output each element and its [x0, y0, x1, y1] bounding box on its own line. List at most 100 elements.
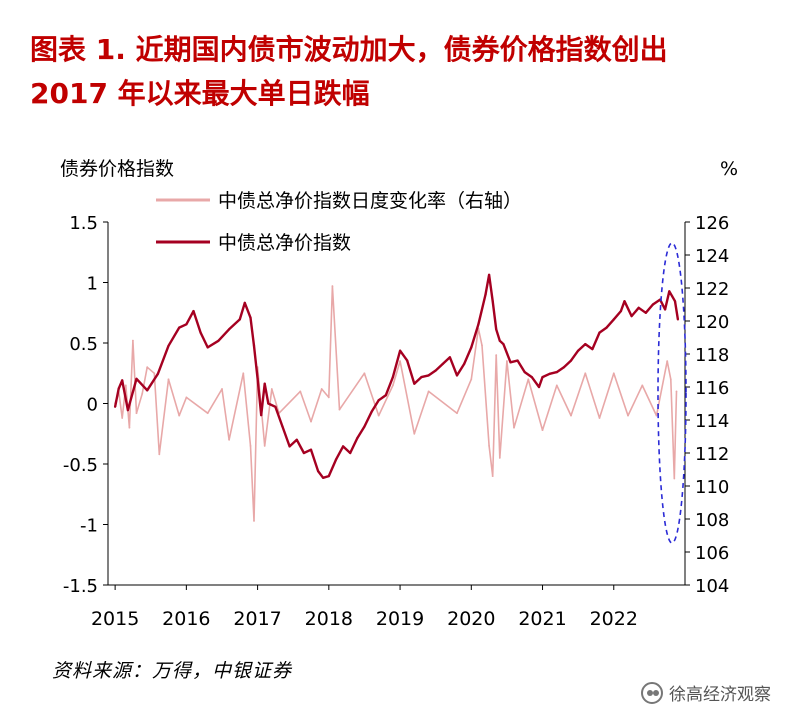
index-point — [644, 311, 647, 314]
right-tick-label: 116 — [695, 378, 729, 399]
right-axis-title: % — [720, 158, 738, 180]
index-point — [249, 316, 252, 319]
index-point — [156, 372, 159, 375]
daily-change-point — [641, 384, 644, 387]
daily-change-point — [377, 414, 380, 417]
index-point — [484, 293, 487, 296]
index-point — [228, 328, 231, 331]
index-point — [309, 448, 313, 451]
daily-change-point — [598, 417, 601, 419]
x-tick-label: 2019 — [376, 608, 424, 630]
index-point — [630, 315, 633, 318]
index-point — [491, 300, 494, 303]
index-point — [327, 475, 330, 478]
index-point — [612, 318, 615, 321]
index-point — [256, 377, 259, 380]
right-tick-label: 124 — [695, 246, 729, 267]
index-point — [406, 359, 409, 362]
index-point — [562, 366, 566, 369]
daily-change-point — [541, 429, 544, 431]
index-point — [651, 303, 655, 306]
index-point — [302, 451, 305, 455]
right-tick-label: 106 — [695, 543, 729, 564]
daily-change-point — [413, 432, 416, 435]
index-point — [664, 308, 667, 311]
index-point — [441, 362, 444, 365]
index-point — [146, 389, 149, 392]
index-point — [274, 405, 277, 408]
index-point — [384, 394, 387, 397]
index-point — [342, 445, 345, 448]
right-tick-label: 120 — [695, 312, 729, 333]
index-point — [637, 306, 640, 309]
left-tick-label: -1.5 — [63, 576, 98, 597]
index-point — [167, 344, 170, 347]
index-point — [185, 323, 188, 326]
daily-change-point — [498, 457, 501, 459]
index-point — [598, 331, 601, 334]
daily-change-point — [270, 388, 273, 390]
index-point — [676, 318, 680, 321]
daily-change-point — [399, 360, 401, 362]
daily-change-point — [338, 408, 341, 411]
index-point — [399, 349, 402, 352]
index-point — [178, 326, 181, 329]
daily-change-point — [331, 285, 334, 287]
x-tick-label: 2017 — [233, 608, 281, 630]
daily-change-point — [263, 445, 266, 447]
right-tick-label: 114 — [695, 411, 729, 432]
left-tick-label: -0.5 — [63, 455, 98, 476]
chart-title-line-2: 2017 年以来最大单日跌幅 — [30, 77, 370, 110]
daily-change-point — [221, 388, 223, 390]
daily-change-point — [124, 384, 127, 387]
left-tick-label: 1 — [87, 274, 98, 295]
daily-change-point — [456, 412, 458, 415]
index-point — [420, 376, 423, 379]
index-point — [322, 476, 325, 479]
index-point — [252, 344, 256, 347]
daily-change-point — [299, 390, 302, 393]
daily-change-point — [141, 392, 144, 395]
daily-change-point — [527, 378, 530, 381]
index-point — [217, 339, 220, 342]
right-tick-label: 104 — [695, 576, 729, 597]
index-point — [370, 410, 373, 413]
index-point — [427, 374, 430, 377]
chart-title: 图表 1. 近期国内债市波动加大，债券价格指数创出 2017 年以来最大单日跌幅 — [30, 28, 770, 116]
daily-change-point — [655, 414, 658, 417]
left-tick-label: 1.5 — [69, 213, 98, 234]
index-point — [671, 295, 674, 298]
index-point — [448, 356, 451, 359]
daily-change-point — [392, 384, 394, 387]
daily-change-point — [491, 475, 494, 477]
index-point — [498, 339, 501, 342]
index-point — [121, 379, 124, 382]
daily-change-point — [495, 354, 498, 356]
index-point — [488, 273, 491, 276]
daily-change-point — [249, 445, 252, 447]
index-point — [267, 402, 270, 405]
x-tick-label: 2018 — [305, 608, 353, 630]
daily-change-point — [488, 445, 490, 447]
daily-change-point — [363, 372, 366, 375]
daily-change-point — [627, 414, 629, 417]
daily-change-point — [666, 360, 669, 362]
index-point — [584, 343, 587, 346]
x-tick-label: 2020 — [447, 608, 495, 630]
daily-change-point — [228, 438, 231, 441]
index-point — [126, 409, 129, 412]
daily-change-point — [669, 378, 672, 381]
daily-change-point — [121, 417, 124, 419]
daily-change-point — [470, 378, 473, 381]
x-tick-label: 2016 — [162, 608, 210, 630]
left-tick-label: -1 — [80, 516, 98, 537]
index-point — [502, 343, 505, 346]
daily-change-point — [242, 372, 245, 375]
right-tick-label: 118 — [695, 345, 729, 366]
wechat-icon — [641, 681, 663, 704]
daily-change-point — [158, 453, 161, 456]
index-point — [477, 323, 480, 326]
index-point — [206, 346, 209, 349]
index-point — [463, 362, 466, 365]
index-point — [114, 405, 117, 408]
